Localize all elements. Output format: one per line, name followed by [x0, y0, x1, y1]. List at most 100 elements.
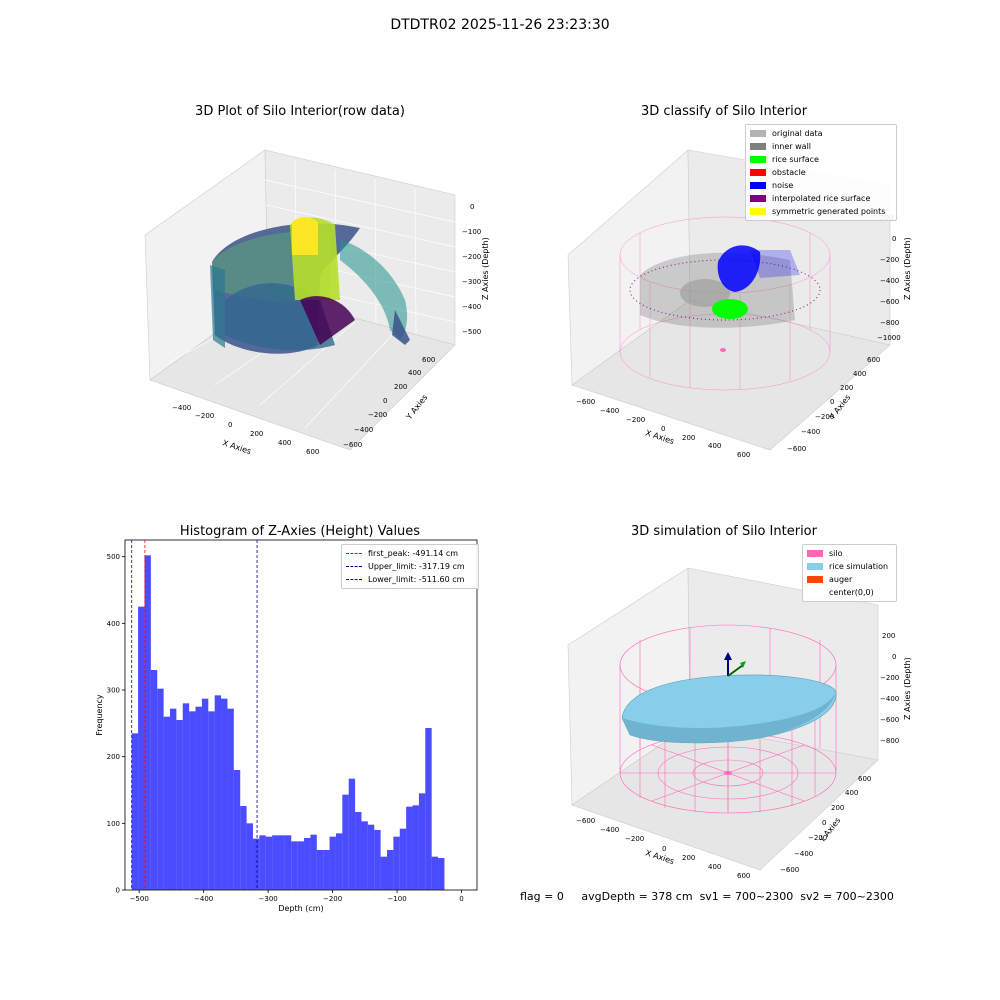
simulation-3d-x-label: X Axies: [644, 848, 675, 866]
histogram-bar: [348, 778, 356, 890]
svg-text:0: 0: [383, 397, 387, 405]
histogram-bar: [412, 805, 419, 890]
raw-3d-x-ticks: −400 −200 0 200 400 600: [172, 404, 319, 456]
svg-text:−200: −200: [880, 674, 899, 682]
legend-label: original data: [772, 129, 823, 138]
svg-text:−600: −600: [787, 445, 806, 453]
svg-text:−400: −400: [600, 826, 619, 834]
histogram-bar: [208, 711, 215, 890]
svg-text:−400: −400: [462, 303, 481, 311]
svg-text:0: 0: [470, 203, 474, 211]
histogram-bar: [182, 703, 190, 890]
svg-text:−800: −800: [880, 319, 899, 327]
histogram-bar: [214, 695, 222, 890]
histogram-legend-item: Lower_limit: -511.60 cm: [346, 573, 474, 586]
histogram-bar: [265, 836, 273, 890]
inner-wall-points: [640, 252, 795, 328]
svg-text:200: 200: [831, 804, 844, 812]
svg-text:−200: −200: [368, 411, 387, 419]
svg-text:−400: −400: [794, 850, 813, 858]
y-tick-label: 100: [107, 820, 120, 828]
classify-3d-x-label: X Axies: [644, 428, 675, 446]
svg-text:0: 0: [892, 235, 896, 243]
center-marker: [724, 771, 732, 775]
svg-text:−600: −600: [576, 398, 595, 406]
legend-swatch: [807, 563, 823, 570]
svg-text:400: 400: [845, 789, 858, 797]
legend-line: [346, 553, 362, 554]
legend-swatch: [807, 576, 823, 583]
classify-legend-item: original data: [750, 127, 892, 140]
classify-legend: original data inner wall rice surface ob…: [745, 124, 897, 221]
simulation-legend-item: silo: [807, 547, 892, 560]
histogram-bar: [150, 670, 158, 890]
legend-swatch: [807, 589, 823, 596]
raw-3d-axes-box: [144, 149, 456, 451]
histogram-bar: [163, 716, 170, 890]
legend-label: Lower_limit: -511.60 cm: [368, 575, 465, 584]
raw-plot-title: 3D Plot of Silo Interior(row data): [195, 104, 405, 119]
svg-text:0: 0: [228, 421, 232, 429]
raw-3d-z-ticks: 0 −100 −200 −300 −400 −500: [462, 203, 481, 336]
histogram-legend: first_peak: -491.14 cm Upper_limit: -317…: [341, 544, 479, 589]
histogram-bar: [418, 793, 426, 890]
histogram-bar: [380, 856, 388, 890]
svg-text:−400: −400: [880, 695, 899, 703]
legend-line: [346, 566, 362, 567]
classify-3d-z-label: Z Axies (Depth): [903, 237, 912, 300]
x-tick-label: 0: [459, 895, 463, 903]
svg-text:−100: −100: [462, 228, 481, 236]
histogram-bar: [221, 698, 228, 890]
svg-text:−400: −400: [880, 277, 899, 285]
histogram-bar: [367, 824, 375, 890]
legend-swatch: [750, 195, 766, 202]
legend-swatch: [750, 182, 766, 189]
histogram-bar: [144, 555, 151, 890]
svg-text:600: 600: [858, 775, 871, 783]
svg-text:−200: −200: [462, 253, 481, 261]
histogram-bar: [278, 835, 285, 890]
svg-text:400: 400: [278, 439, 291, 447]
classify-3d-x-ticks: −600 −400 −200 0 200 400 600: [576, 398, 750, 459]
status-footer: flag = 0 avgDepth = 378 cm sv1 = 700~230…: [520, 890, 894, 903]
classify-legend-item: rice surface: [750, 153, 892, 166]
svg-text:−400: −400: [801, 428, 820, 436]
histogram-frame: [124, 539, 478, 891]
histogram-y-label: Frequency: [95, 694, 104, 736]
histogram-bar: [399, 828, 407, 890]
legend-label: noise: [772, 181, 794, 190]
x-tick-label: −300: [259, 895, 278, 903]
svg-text:−1000: −1000: [877, 334, 901, 342]
svg-text:−500: −500: [462, 328, 481, 336]
y-tick-label: 400: [107, 620, 120, 628]
svg-text:−200: −200: [195, 412, 214, 420]
histogram-bar: [189, 711, 196, 890]
figure-suptitle: DTDTR02 2025-11-26 23:23:30: [390, 17, 610, 33]
svg-text:−600: −600: [576, 817, 595, 825]
classify-legend-item: obstacle: [750, 166, 892, 179]
histogram-bar: [201, 698, 209, 890]
histogram-bar: [431, 856, 439, 890]
histogram-bars: [131, 555, 445, 890]
legend-label: Upper_limit: -317.19 cm: [368, 562, 465, 571]
legend-label: center(0,0): [829, 588, 874, 597]
legend-label: silo: [829, 549, 843, 558]
legend-swatch: [750, 156, 766, 163]
obstacle-points: [720, 348, 726, 352]
histogram-reference-lines: [131, 540, 258, 890]
simulation-legend-item: rice simulation: [807, 560, 892, 573]
svg-text:0: 0: [830, 398, 834, 406]
y-tick-label: 200: [107, 753, 120, 761]
histogram-x-label: Depth (cm): [278, 904, 323, 913]
histogram-bar: [291, 841, 298, 890]
svg-text:200: 200: [882, 632, 895, 640]
classify-3d-y-label: Y Axies: [827, 393, 853, 422]
svg-text:400: 400: [853, 370, 866, 378]
svg-text:−800: −800: [880, 737, 899, 745]
histogram-bar: [355, 812, 362, 890]
classify-legend-item: noise: [750, 179, 892, 192]
y-tick-label: 300: [107, 687, 120, 695]
classify-legend-item: inner wall: [750, 140, 892, 153]
histogram-bar: [252, 838, 260, 890]
